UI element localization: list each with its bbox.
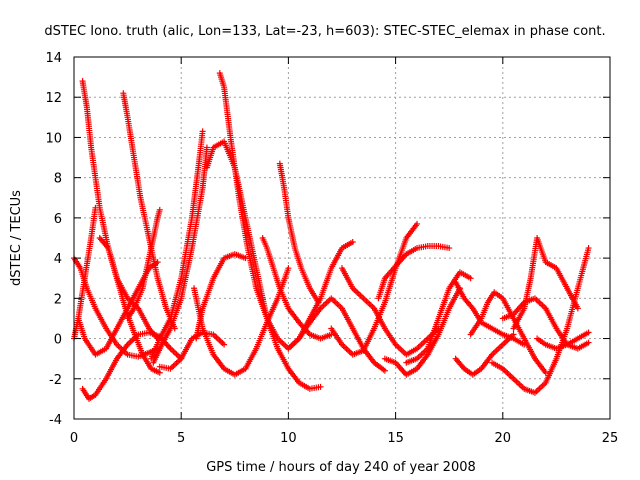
series-18: [285, 295, 388, 374]
series-6: [96, 235, 161, 342]
axes: 0 5 10 15 20 25 -4 -2 0 2 4 6 8 10 12 14: [45, 51, 618, 446]
series-9: [148, 128, 206, 362]
data-point: [446, 245, 453, 252]
data-point: [585, 339, 592, 346]
data-point: [156, 369, 163, 376]
data-point: [199, 128, 206, 135]
data-point: [203, 144, 210, 151]
data-point: [285, 265, 292, 272]
x-tick-label: 25: [602, 431, 619, 446]
data-point: [414, 220, 421, 227]
y-tick-label: -2: [49, 373, 62, 388]
y-tick-label: -4: [49, 413, 62, 428]
data-point: [242, 255, 249, 262]
data-point: [467, 275, 474, 282]
data-point: [317, 383, 324, 390]
series-21: [375, 243, 453, 302]
series-4: [79, 329, 185, 402]
data-marks: [71, 70, 592, 402]
grid: [74, 57, 610, 419]
series-29: [510, 235, 581, 332]
y-tick-label: 10: [45, 131, 62, 146]
y-tick-label: 8: [54, 172, 62, 187]
data-point: [585, 245, 592, 252]
plot-frame: [73, 56, 611, 420]
series-2: [71, 204, 99, 342]
y-tick-label: 12: [45, 91, 62, 106]
series-5: [75, 259, 161, 358]
series-17: [276, 160, 322, 306]
x-tick-label: 15: [387, 431, 404, 446]
data-point: [154, 259, 161, 266]
series-7: [120, 90, 178, 332]
series-15: [193, 251, 249, 342]
y-tick-label: 4: [54, 252, 62, 267]
data-point: [315, 299, 322, 306]
series-20: [339, 265, 442, 358]
y-tick-label: 14: [45, 51, 62, 66]
data-point: [510, 331, 517, 338]
y-tick-label: 2: [54, 292, 62, 307]
x-tick-label: 0: [70, 431, 78, 446]
data-point: [349, 239, 356, 246]
y-tick-label: 0: [54, 333, 62, 348]
data-point: [542, 369, 549, 376]
series-19: [328, 220, 421, 358]
series-27: [489, 245, 592, 396]
chart-title: dSTEC Iono. truth (alic, Lon=133, Lat=-2…: [44, 24, 605, 39]
data-point: [221, 341, 228, 348]
series-25: [452, 331, 517, 378]
series-11: [156, 329, 228, 372]
series-8: [124, 206, 163, 322]
y-axis-label: dSTEC / TECUs: [9, 190, 24, 286]
series-16: [259, 235, 335, 342]
data-point: [585, 329, 592, 336]
x-axis-label: GPS time / hours of day 240 of year 2008: [206, 460, 476, 475]
data-point: [381, 367, 388, 374]
series-30: [534, 329, 592, 352]
y-tick-label: 6: [54, 212, 62, 227]
x-tick-label: 10: [280, 431, 297, 446]
x-tick-label: 20: [495, 431, 512, 446]
series-23: [403, 269, 474, 366]
x-tick-label: 5: [177, 431, 185, 446]
data-point: [574, 305, 581, 312]
series-10: [150, 144, 210, 366]
data-point: [156, 206, 163, 213]
series-22: [381, 285, 463, 378]
